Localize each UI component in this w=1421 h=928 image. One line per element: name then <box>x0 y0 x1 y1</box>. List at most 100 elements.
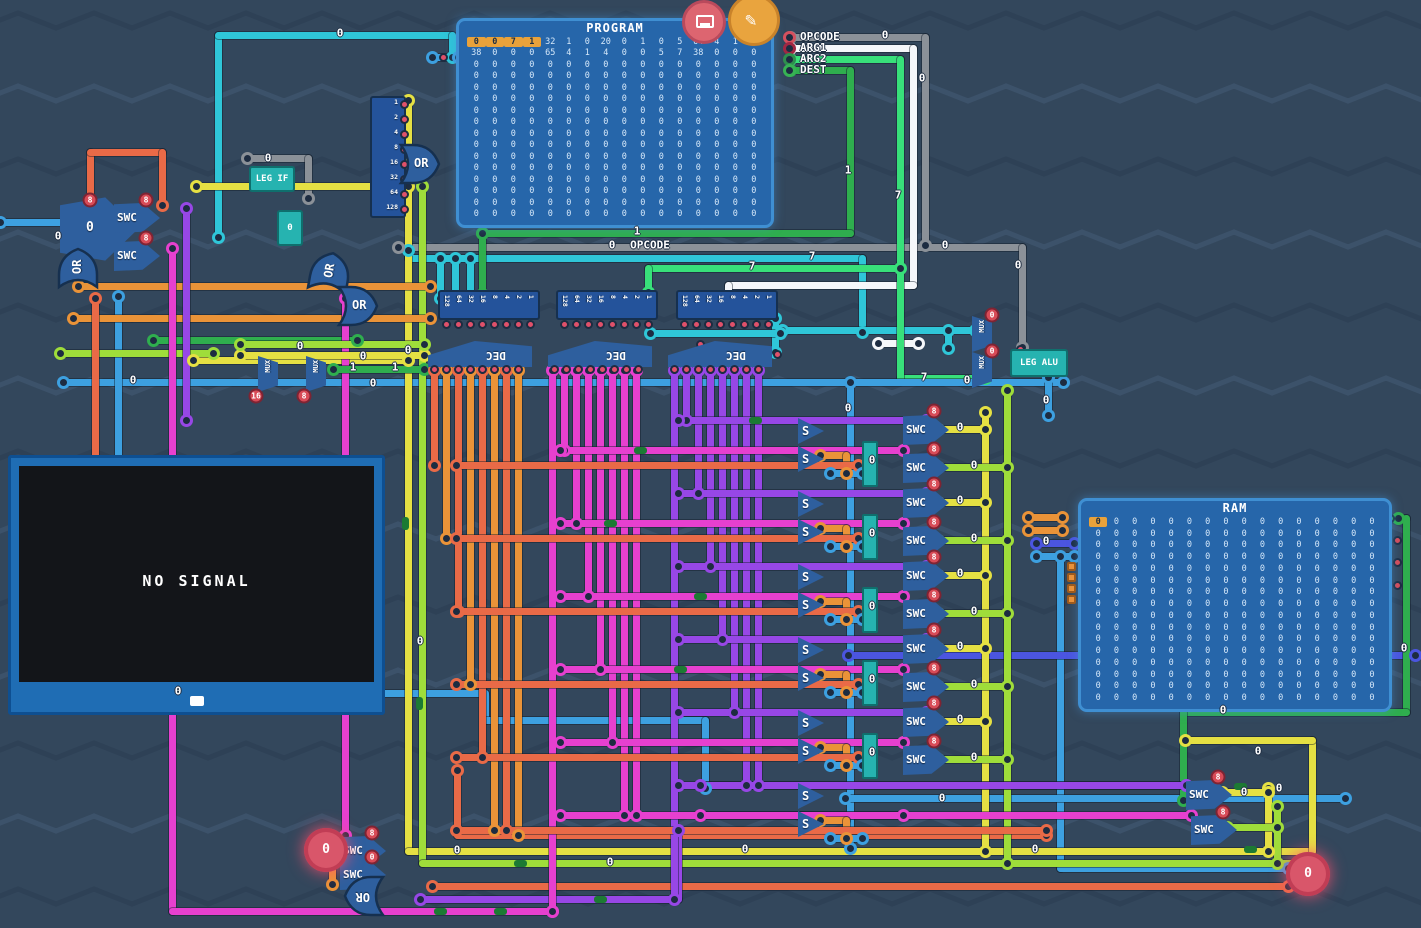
wire-segment[interactable] <box>452 461 862 469</box>
mux[interactable]: MUX <box>972 316 992 352</box>
wire-segment[interactable] <box>69 314 434 322</box>
wire-segment[interactable] <box>1273 802 1281 867</box>
or-gate[interactable]: OR <box>56 246 100 290</box>
wire-segment[interactable] <box>556 519 907 527</box>
wire-segment[interactable] <box>934 571 989 579</box>
wire-segment[interactable] <box>1032 539 1078 547</box>
wire-segment[interactable] <box>452 826 1050 834</box>
wire-segment[interactable] <box>786 55 904 63</box>
wire-segment[interactable] <box>1308 736 1316 855</box>
wire-segment[interactable] <box>428 882 1292 890</box>
screen-button[interactable] <box>682 0 726 44</box>
register-value[interactable] <box>862 733 878 779</box>
wire-segment[interactable] <box>778 326 979 334</box>
wire-segment[interactable] <box>556 665 907 673</box>
wire-segment[interactable] <box>724 281 917 289</box>
or-gate[interactable]: OR <box>398 142 442 186</box>
save-trigger[interactable]: S <box>798 710 824 736</box>
wire-segment[interactable] <box>404 254 866 262</box>
save-trigger[interactable]: S <box>798 665 824 691</box>
wire-segment[interactable] <box>478 229 486 298</box>
wire-segment[interactable] <box>490 366 498 834</box>
wire-segment[interactable] <box>1179 708 1410 716</box>
wire-segment[interactable] <box>1264 784 1272 855</box>
wire-segment[interactable] <box>841 794 1349 802</box>
wire-segment[interactable] <box>816 597 850 605</box>
wire-segment[interactable] <box>243 154 312 162</box>
save-trigger[interactable]: S <box>798 592 824 618</box>
wire-segment[interactable] <box>478 229 854 237</box>
register-value[interactable] <box>862 441 878 487</box>
wire-segment[interactable] <box>674 826 682 903</box>
wire-segment[interactable] <box>1179 708 1187 804</box>
wire-segment[interactable] <box>909 44 917 289</box>
dec-decoder[interactable]: DEC <box>668 341 772 374</box>
register-value[interactable] <box>862 660 878 706</box>
wire-segment[interactable] <box>454 366 462 615</box>
swc-switch[interactable]: SWC <box>903 634 949 664</box>
wire-segment[interactable] <box>452 753 862 761</box>
wire-segment[interactable] <box>934 755 1011 763</box>
io-button[interactable]: 0 <box>1286 852 1330 896</box>
wire-segment[interactable] <box>674 781 1190 789</box>
wire-segment[interactable] <box>556 446 907 454</box>
wire-segment[interactable] <box>816 743 850 751</box>
wire-segment[interactable] <box>742 366 750 789</box>
program-memory[interactable]: PROGRAM 00713210200105644143800065414005… <box>456 18 774 228</box>
wire-segment[interactable] <box>394 243 1026 251</box>
wire-segment[interactable] <box>921 33 929 249</box>
wire-segment[interactable] <box>453 766 461 839</box>
wire-segment[interactable] <box>214 31 222 241</box>
wire-segment[interactable] <box>236 340 428 348</box>
or-gate[interactable]: OR <box>342 874 386 918</box>
swc-switch[interactable]: SWC <box>903 599 949 629</box>
swc-switch[interactable]: SWC <box>903 672 949 702</box>
swc-switch[interactable]: SWC <box>903 707 949 737</box>
wire-segment[interactable] <box>86 148 166 156</box>
wire-segment[interactable] <box>556 738 907 746</box>
wire-segment[interactable] <box>329 365 428 373</box>
wire-segment[interactable] <box>934 425 989 433</box>
byte-splitter[interactable]: 128 64 32 16 8 4 2 1 <box>438 290 540 329</box>
wire-segment[interactable] <box>1003 386 1011 867</box>
swc-switch[interactable]: SWC <box>903 415 949 445</box>
byte-splitter[interactable]: 128 64 32 16 8 4 2 1 <box>556 290 658 329</box>
wire-segment[interactable] <box>981 408 989 855</box>
wire-segment[interactable] <box>754 366 762 789</box>
wire-segment[interactable] <box>418 182 426 867</box>
wire-segment[interactable] <box>404 847 1316 855</box>
wire-segment[interactable] <box>1181 736 1316 744</box>
wire-segment[interactable] <box>452 680 862 688</box>
wire-segment[interactable] <box>846 66 854 237</box>
mux[interactable]: MUX <box>972 352 992 388</box>
wire-segment[interactable] <box>608 366 616 746</box>
wire-segment[interactable] <box>1402 514 1410 716</box>
wire-segment[interactable] <box>584 366 592 600</box>
register-value[interactable] <box>862 587 878 633</box>
wire-segment[interactable] <box>816 670 850 678</box>
wire-segment[interactable] <box>453 831 1050 839</box>
wire-segment[interactable] <box>0 218 82 226</box>
wire-segment[interactable] <box>694 366 702 497</box>
wire-segment[interactable] <box>548 366 556 915</box>
save-trigger[interactable]: S <box>798 418 824 444</box>
wire-segment[interactable] <box>786 44 917 52</box>
wire-segment[interactable] <box>466 366 474 688</box>
output-monitor[interactable]: NO SIGNAL <box>8 455 385 715</box>
wire-segment[interactable] <box>934 498 989 506</box>
wire-segment[interactable] <box>478 366 486 761</box>
wire-segment[interactable] <box>560 366 568 454</box>
wire-segment[interactable] <box>452 607 862 615</box>
wire-segment[interactable] <box>74 282 434 290</box>
wire-segment[interactable] <box>556 811 907 819</box>
save-trigger[interactable]: S <box>798 564 824 590</box>
wire-segment[interactable] <box>1223 823 1281 831</box>
wire-segment[interactable] <box>430 366 438 469</box>
swc-switch[interactable]: SWC <box>114 241 160 271</box>
wire-segment[interactable] <box>934 682 1011 690</box>
wire-segment[interactable] <box>696 811 1195 819</box>
swc-switch[interactable]: SWC <box>1191 815 1237 845</box>
wire-segment[interactable] <box>644 264 904 272</box>
